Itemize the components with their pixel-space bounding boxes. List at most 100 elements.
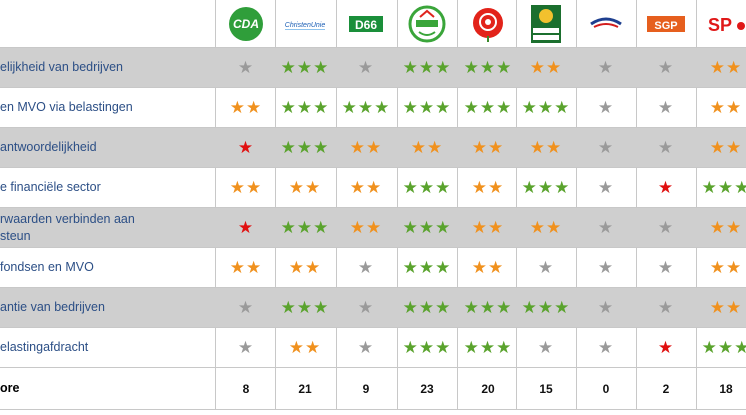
- star-icon: ★: [237, 138, 255, 157]
- rating-cell: ★: [576, 208, 636, 247]
- star-icon: ★★★: [463, 338, 513, 357]
- star-icon: ★★: [709, 218, 743, 237]
- rating-cell: ★★: [696, 208, 746, 247]
- rating-cell: ★★: [458, 248, 518, 287]
- pvv-logo: [576, 0, 636, 47]
- christenunie-logo: ChristenUnie: [275, 0, 335, 47]
- star-icon: ★★: [288, 338, 322, 357]
- score-value: 15: [539, 381, 553, 396]
- pvda-rose-logo: [458, 0, 518, 47]
- star-icon: ★★★: [280, 218, 330, 237]
- score-cell: 8: [216, 368, 276, 409]
- table-row: antwoordelijkheid ★ ★★★ ★★ ★★ ★★ ★★ ★ ★ ★★: [0, 128, 746, 168]
- score-value: 20: [481, 381, 495, 396]
- star-icon: ★: [657, 98, 675, 117]
- rating-cell: ★★★: [516, 168, 576, 207]
- star-icon: ★★★: [280, 98, 330, 117]
- rating-cell: ★★★: [275, 88, 335, 127]
- star-icon: ★★: [288, 178, 322, 197]
- star-icon: ★★: [471, 138, 505, 157]
- star-icon: ★★: [709, 298, 743, 317]
- row-label: elijkheid van bedrijven: [0, 60, 123, 74]
- rating-cell: ★: [216, 48, 276, 87]
- star-icon: ★: [597, 298, 615, 317]
- star-icon: ★★: [471, 218, 505, 237]
- rating-cell: ★: [576, 168, 636, 207]
- score-value: 9: [362, 381, 370, 396]
- star-icon: ★: [357, 258, 375, 277]
- star-icon: ★: [657, 338, 675, 357]
- rating-cell: ★★★: [397, 248, 457, 287]
- star-icon: ★★: [229, 258, 263, 277]
- star-icon: ★★: [229, 98, 263, 117]
- star-icon: ★★★: [402, 98, 452, 117]
- rating-cell: ★★: [516, 208, 576, 247]
- row-label: en MVO via belastingen: [0, 100, 133, 114]
- star-icon: ★★★: [701, 178, 746, 197]
- rating-cell: ★★★: [397, 288, 457, 327]
- rating-cell: ★★★: [275, 288, 335, 327]
- rating-cell: ★: [216, 288, 276, 327]
- rating-cell: ★★: [696, 248, 746, 287]
- star-icon: ★★★: [402, 218, 452, 237]
- rating-cell: ★★★: [397, 168, 457, 207]
- star-icon: ★★★: [521, 298, 571, 317]
- score-value: 23: [420, 381, 434, 396]
- star-icon: ★★: [349, 178, 383, 197]
- column-divider: [215, 0, 216, 410]
- star-icon: ★★★: [463, 98, 513, 117]
- rating-cell: ★★: [216, 248, 276, 287]
- rating-cell: ★: [636, 328, 696, 367]
- star-icon: ★: [597, 218, 615, 237]
- svg-text:CDA: CDA: [233, 17, 259, 31]
- rating-cell: ★: [576, 288, 636, 327]
- svg-text:SGP: SGP: [654, 20, 677, 32]
- star-icon: ★: [357, 298, 375, 317]
- star-icon: ★: [597, 58, 615, 77]
- star-icon: ★★: [709, 138, 743, 157]
- score-value: 18: [719, 381, 733, 396]
- rating-cell: ★: [516, 248, 576, 287]
- rating-cell: ★★: [275, 328, 335, 367]
- rating-cell: ★: [516, 328, 576, 367]
- rating-cell: ★: [216, 328, 276, 367]
- star-icon: ★★: [229, 178, 263, 197]
- rating-cell: ★: [336, 248, 396, 287]
- rating-cell: ★★★: [696, 168, 746, 207]
- column-divider: [275, 0, 276, 410]
- rating-cell: ★: [636, 288, 696, 327]
- column-divider: [516, 0, 517, 410]
- rating-cell: ★★: [216, 168, 276, 207]
- star-icon: ★★★: [402, 298, 452, 317]
- rating-cell: ★: [636, 88, 696, 127]
- rating-cell: ★★★: [516, 88, 576, 127]
- rating-cell: ★: [636, 208, 696, 247]
- star-icon: ★: [657, 258, 675, 277]
- star-icon: ★: [657, 218, 675, 237]
- star-icon: ★★★: [521, 98, 571, 117]
- rating-cell: ★★★: [336, 88, 396, 127]
- star-icon: ★★: [349, 218, 383, 237]
- table-row: en MVO via belastingen ★★ ★★★ ★★★ ★★★ ★★★ ★★★ ★…: [0, 88, 746, 128]
- rating-cell: ★★★: [458, 48, 518, 87]
- star-icon: ★★: [709, 58, 743, 77]
- cda-logo: CDA: [216, 0, 276, 47]
- column-divider: [636, 0, 637, 410]
- rating-cell: ★★★: [458, 328, 518, 367]
- d66-logo: D66: [336, 0, 396, 47]
- rating-cell: ★★: [696, 88, 746, 127]
- score-cell: 23: [397, 368, 457, 409]
- star-icon: ★★★: [280, 138, 330, 157]
- column-divider: [457, 0, 458, 410]
- score-value: 21: [298, 381, 312, 396]
- star-icon: ★★: [471, 178, 505, 197]
- rating-cell: ★★★: [275, 128, 335, 167]
- row-label: fondsen en MVO: [0, 260, 94, 274]
- star-icon: ★: [597, 258, 615, 277]
- star-icon: ★★★: [280, 58, 330, 77]
- sgp-logo: SGP: [636, 0, 696, 47]
- rating-cell: ★★★: [275, 208, 335, 247]
- rating-cell: ★: [576, 128, 636, 167]
- star-icon: ★★: [529, 218, 563, 237]
